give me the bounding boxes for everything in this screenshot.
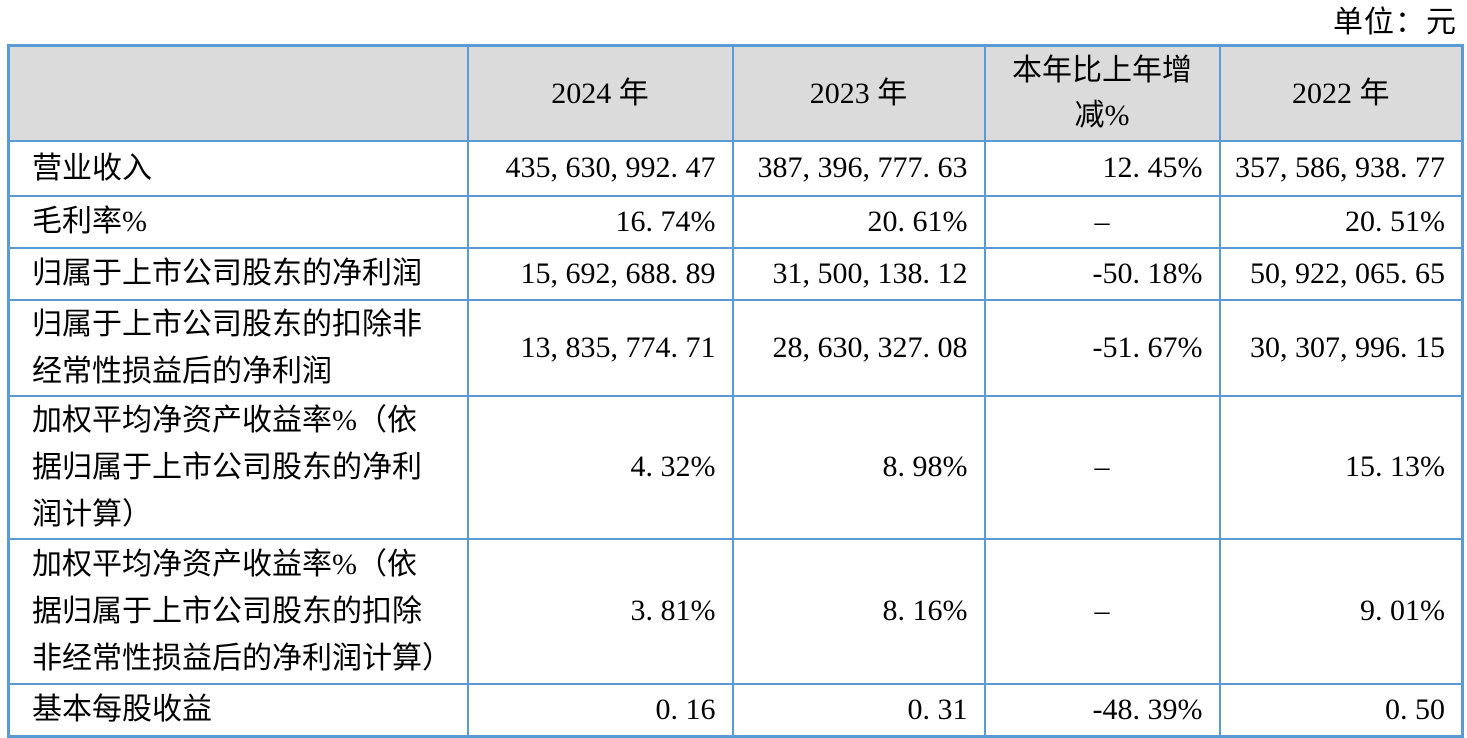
row-label-basic-eps: 基本每股收益 [7,682,469,738]
value-2024: 15, 692, 688. 89 [466,246,734,301]
table-row: 加权平均净资产收益率%（依据归属于上市公司股东的净利润计算） 4. 32% 8.… [7,394,1464,540]
header-cell-2023: 2023 年 [731,44,986,142]
table-header-row: 2024 年 2023 年 本年比上年增减% 2022 年 [7,44,1464,142]
table-row: 归属于上市公司股东的净利润 15, 692, 688. 89 31, 500, … [7,246,1464,301]
unit-label: 单位：元 [1333,6,1457,39]
table-row: 加权平均净资产收益率%（依据归属于上市公司股东的扣除非经常性损益后的净利润计算）… [7,537,1464,685]
table-row: 基本每股收益 0. 16 0. 31 -48. 39% 0. 50 [7,682,1464,738]
value-2023: 8. 16% [731,537,986,685]
value-change: – [983,394,1221,540]
value-2023: 20. 61% [731,194,986,249]
row-label-net-profit: 归属于上市公司股东的净利润 [7,246,469,301]
header-cell-2022: 2022 年 [1218,44,1464,142]
value-change: – [983,537,1221,685]
value-2023: 8. 98% [731,394,986,540]
value-2024: 16. 74% [466,194,734,249]
value-change: 12. 45% [983,139,1221,197]
value-2024: 4. 32% [466,394,734,540]
table-row: 营业收入 435, 630, 992. 47 387, 396, 777. 63… [7,139,1464,197]
value-2022: 20. 51% [1218,194,1464,249]
value-change: – [983,194,1221,249]
value-change: -48. 39% [983,682,1221,738]
value-2024: 13, 835, 774. 71 [466,298,734,397]
value-2023: 28, 630, 327. 08 [731,298,986,397]
row-label-gross-margin: 毛利率% [7,194,469,249]
value-2022: 9. 01% [1218,537,1464,685]
value-2022: 30, 307, 996. 15 [1218,298,1464,397]
header-cell-2024: 2024 年 [466,44,734,142]
value-2023: 31, 500, 138. 12 [731,246,986,301]
row-label-deducted-net-profit: 归属于上市公司股东的扣除非经常性损益后的净利润 [7,298,469,397]
value-2022: 0. 50 [1218,682,1464,738]
value-2023: 387, 396, 777. 63 [731,139,986,197]
value-2024: 3. 81% [466,537,734,685]
value-change: -51. 67% [983,298,1221,397]
header-cell-change: 本年比上年增减% [983,44,1221,142]
value-2024: 435, 630, 992. 47 [466,139,734,197]
row-label-revenue: 营业收入 [7,139,469,197]
row-label-weighted-roe: 加权平均净资产收益率%（依据归属于上市公司股东的净利润计算） [7,394,469,540]
table-row: 归属于上市公司股东的扣除非经常性损益后的净利润 13, 835, 774. 71… [7,298,1464,397]
value-change: -50. 18% [983,246,1221,301]
value-2022: 50, 922, 065. 65 [1218,246,1464,301]
table-row: 毛利率% 16. 74% 20. 61% – 20. 51% [7,194,1464,249]
financial-summary-table: 2024 年 2023 年 本年比上年增减% 2022 年 营业收入 435, … [7,44,1464,738]
value-2022: 15. 13% [1218,394,1464,540]
header-cell-metric [7,44,469,142]
value-2023: 0. 31 [731,682,986,738]
value-2024: 0. 16 [466,682,734,738]
row-label-weighted-roe-deducted: 加权平均净资产收益率%（依据归属于上市公司股东的扣除非经常性损益后的净利润计算） [7,537,469,685]
value-2022: 357, 586, 938. 77 [1218,139,1464,197]
